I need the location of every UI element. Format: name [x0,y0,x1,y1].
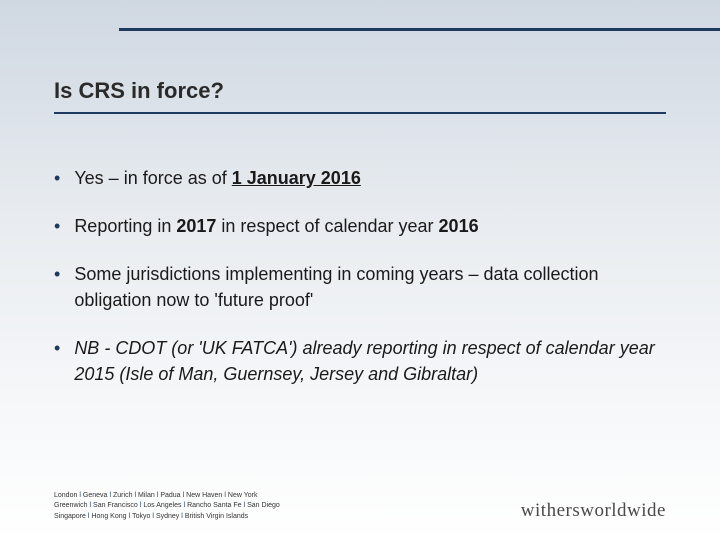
footer-line: GreenwichlSan FranciscolLos AngeleslRanc… [54,501,280,512]
text-segment: NB - CDOT (or 'UK FATCA') already report… [74,338,654,384]
footer-city: Zurich [113,492,132,499]
footer-city: Los Angeles [143,502,181,509]
footer-city: Sydney [156,513,179,520]
footer: LondonlGenevalZurichlMilanlPadualNew Hav… [54,491,666,523]
footer-line: SingaporelHong KonglTokyolSydneylBritish… [54,512,280,523]
footer-city: Greenwich [54,502,87,509]
bullet-dot-icon: • [54,335,60,361]
footer-city: San Francisco [93,502,138,509]
bullet-list: • Yes – in force as of 1 January 2016 • Rep… [54,165,666,410]
footer-city: Geneva [83,492,108,499]
footer-city: Milan [138,492,155,499]
text-segment: in respect of calendar year [216,216,438,236]
footer-city: Singapore [54,513,86,520]
title-underline [54,112,666,114]
bullet-text: Yes – in force as of 1 January 2016 [74,165,666,191]
text-segment: 2016 [439,216,479,236]
text-segment: Reporting in [74,216,176,236]
footer-city: London [54,492,77,499]
footer-line: LondonlGenevalZurichlMilanlPadualNew Hav… [54,491,280,502]
bullet-item: • Some jurisdictions implementing in comi… [54,261,666,313]
bullet-text: Some jurisdictions implementing in comin… [74,261,666,313]
bullet-item: • NB - CDOT (or 'UK FATCA') already repor… [54,335,666,387]
footer-city: Rancho Santa Fe [187,502,241,509]
text-segment: 1 January 2016 [232,168,361,188]
logo: withersworldwide [521,500,666,522]
bullet-item: • Yes – in force as of 1 January 2016 [54,165,666,191]
bullet-text: NB - CDOT (or 'UK FATCA') already report… [74,335,666,387]
text-segment: Some jurisdictions implementing in comin… [74,264,598,310]
footer-city: Padua [160,492,180,499]
bullet-dot-icon: • [54,165,60,191]
footer-city: New Haven [186,492,222,499]
logo-text: withersworldwide [521,500,666,521]
footer-city: San Diego [247,502,280,509]
bullet-text: Reporting in 2017 in respect of calendar… [74,213,666,239]
bullet-dot-icon: • [54,261,60,287]
slide-title: Is CRS in force? [54,78,224,104]
footer-city: New York [228,492,258,499]
text-segment: Yes – in force as of [74,168,231,188]
footer-city: Tokyo [132,513,150,520]
top-accent-bar [119,28,720,31]
footer-city: British Virgin Islands [185,513,248,520]
text-segment: 2017 [176,216,216,236]
bullet-dot-icon: • [54,213,60,239]
footer-city: Hong Kong [91,513,126,520]
footer-locations: LondonlGenevalZurichlMilanlPadualNew Hav… [54,491,280,523]
bullet-item: • Reporting in 2017 in respect of calenda… [54,213,666,239]
